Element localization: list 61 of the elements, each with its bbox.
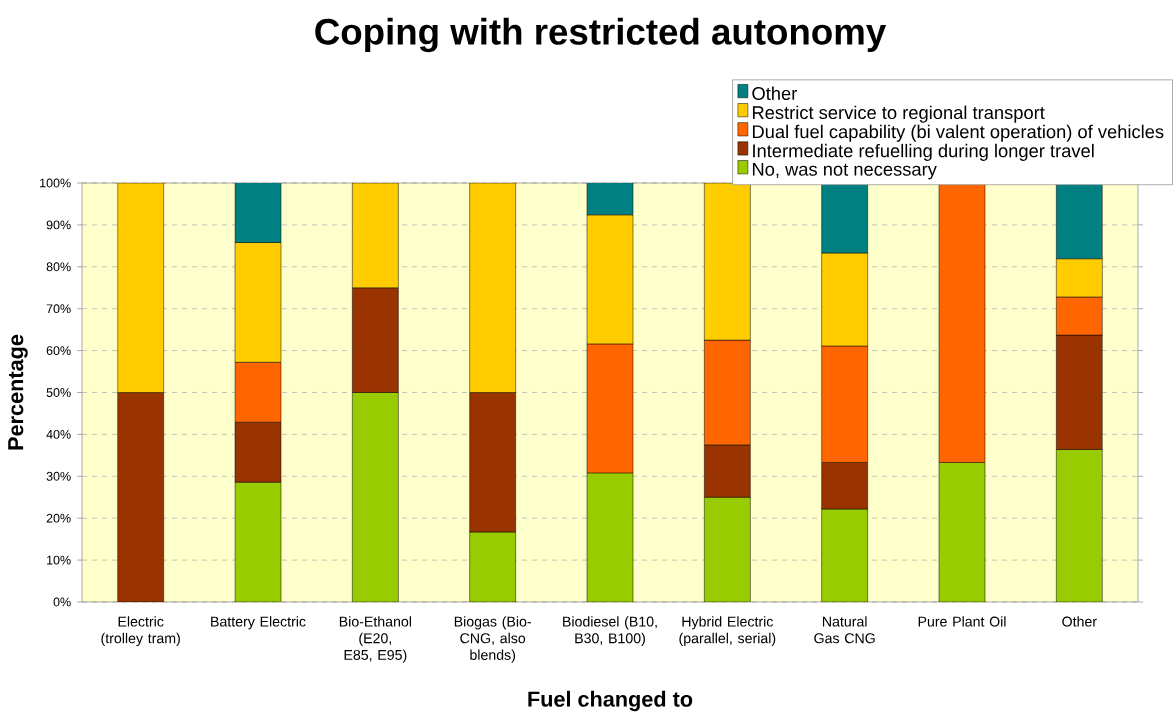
bar <box>586 214 634 345</box>
bar <box>704 496 751 602</box>
y-tick-label: 10% <box>47 555 71 565</box>
y-tick-label: 80% <box>46 262 71 272</box>
x-tick-label: Pure Plant Oil <box>918 616 1006 627</box>
bar <box>704 339 751 446</box>
y-tick-label: 40% <box>46 429 71 439</box>
bar <box>352 182 399 288</box>
x-tick-label: Bio-Ethanol (E20, E85, E95) <box>339 616 411 663</box>
bar <box>586 343 634 474</box>
y-tick-label: 50% <box>46 388 71 397</box>
x-tick-label: Battery Electric <box>211 616 306 630</box>
y-tick-label: 30% <box>46 471 71 481</box>
legend-label: Dual fuel capability (bi valent operation) of vehicles <box>752 124 1164 142</box>
legend-label: No, was not necessary <box>752 162 937 180</box>
legend-label: Restrict service to regional transport <box>752 105 1045 123</box>
x-tick-label: Other <box>1062 616 1097 627</box>
bar <box>821 462 868 510</box>
bar <box>1056 449 1103 602</box>
bar <box>469 182 516 393</box>
chart-title: Coping with restricted autonomy <box>315 17 887 53</box>
bar <box>821 508 868 602</box>
bar <box>938 182 986 463</box>
bar <box>352 287 399 393</box>
bar <box>704 444 751 498</box>
legend-label: Other <box>752 86 798 100</box>
bar <box>586 182 634 216</box>
bar <box>821 252 868 347</box>
bar <box>234 242 282 363</box>
bar <box>234 362 282 423</box>
y-tick-label: 70% <box>46 304 71 314</box>
bar <box>1056 296 1103 336</box>
bar <box>234 481 282 602</box>
bar <box>1056 258 1103 298</box>
x-tick-label: Hybrid Electric (parallel, serial) <box>679 616 776 647</box>
x-tick-label: Biogas (Bio-CNG, also blends) <box>454 616 531 663</box>
bar <box>469 531 516 602</box>
bar <box>234 421 282 483</box>
y-tick-label: 90% <box>46 220 71 230</box>
bar <box>821 345 868 463</box>
y-axis-title: Percentage <box>8 334 28 450</box>
y-tick-label: 0% <box>53 597 71 607</box>
y-tick-label: 100% <box>40 178 71 188</box>
bar <box>352 392 399 602</box>
bar <box>1056 182 1103 260</box>
y-tick-label: 20% <box>46 513 71 523</box>
bar <box>469 392 516 533</box>
legend-label: Intermediate refuelling during longer travel <box>753 143 1094 161</box>
bar <box>821 182 868 254</box>
y-tick-label: 60% <box>46 346 71 356</box>
bar <box>586 472 634 602</box>
bar <box>704 182 751 341</box>
bar <box>234 182 282 243</box>
bar <box>938 462 986 602</box>
x-tick-label: Natural Gas CNG <box>814 616 875 644</box>
x-tick-label: Electric (trolley tram) <box>101 616 180 647</box>
x-tick-label: Biodiesel (B10, B30, B100) <box>563 616 657 647</box>
x-axis-title: Fuel changed to <box>528 690 693 712</box>
bar <box>117 182 164 393</box>
bar <box>117 392 164 602</box>
bar <box>1056 334 1103 450</box>
